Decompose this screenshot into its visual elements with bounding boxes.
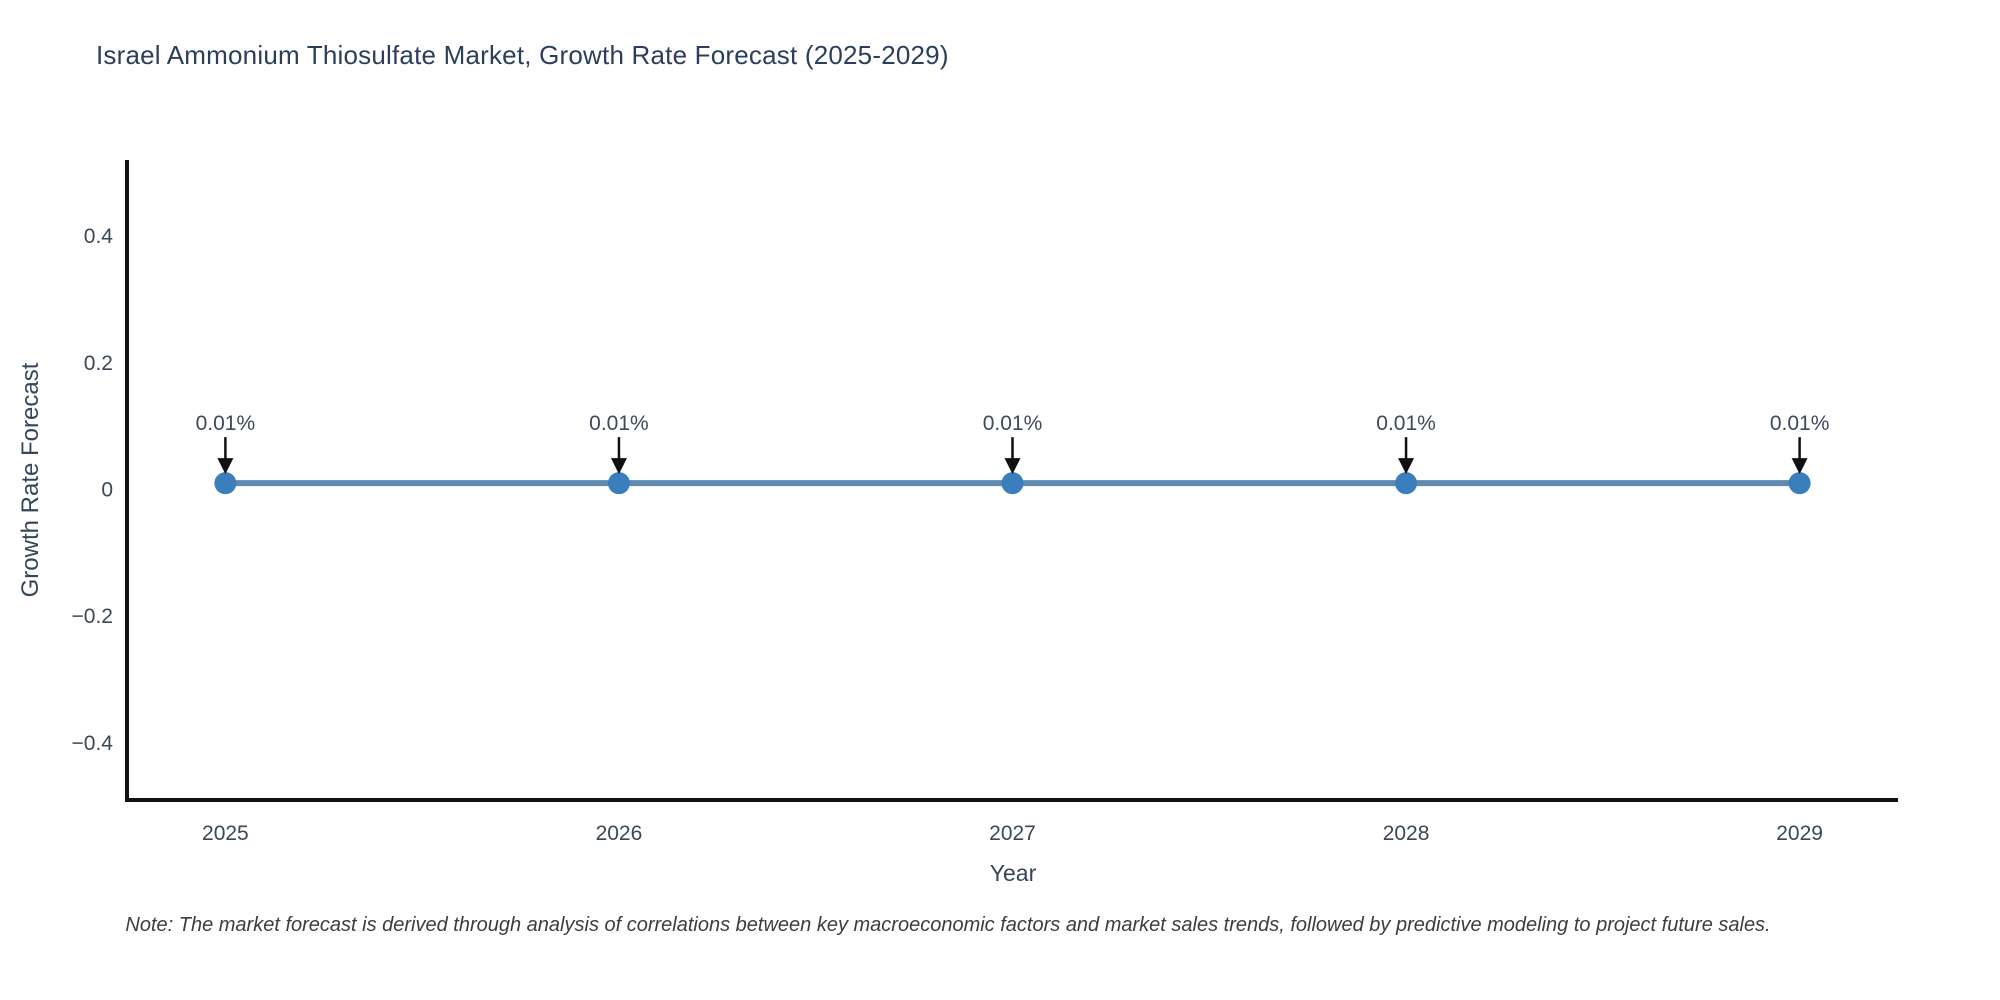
annotation-label: 0.01% bbox=[1376, 412, 1436, 435]
annotation-arrowhead-icon bbox=[1004, 458, 1021, 475]
x-tick-label: 2027 bbox=[989, 822, 1036, 845]
x-tick-label: 2028 bbox=[1383, 822, 1430, 845]
y-tick-label: −0.4 bbox=[72, 732, 114, 755]
x-tick-label: 2029 bbox=[1776, 822, 1823, 845]
x-axis-title: Year bbox=[989, 860, 1037, 886]
y-tick-label: 0.4 bbox=[84, 225, 114, 248]
data-point-marker bbox=[214, 472, 237, 495]
annotation-arrowhead-icon bbox=[217, 458, 234, 475]
y-tick-label: 0 bbox=[101, 479, 113, 502]
chart-footnote: Note: The market forecast is derived thr… bbox=[125, 914, 1771, 936]
data-point-marker bbox=[1001, 472, 1024, 495]
x-tick-label: 2025 bbox=[202, 822, 249, 845]
data-point-marker bbox=[1788, 472, 1811, 495]
chart-title: Israel Ammonium Thiosulfate Market, Grow… bbox=[96, 40, 949, 70]
x-tick-label: 2026 bbox=[596, 822, 643, 845]
y-tick-label: −0.2 bbox=[72, 605, 113, 628]
annotation-label: 0.01% bbox=[983, 412, 1043, 435]
annotation-arrowhead-icon bbox=[610, 458, 627, 475]
data-point-marker bbox=[607, 472, 630, 495]
data-point-marker bbox=[1395, 472, 1418, 495]
annotation-arrowhead-icon bbox=[1791, 458, 1808, 475]
y-tick-label: 0.2 bbox=[84, 352, 113, 375]
annotation-label: 0.01% bbox=[589, 412, 649, 435]
annotation-arrowhead-icon bbox=[1398, 458, 1415, 475]
annotation-label: 0.01% bbox=[196, 412, 256, 435]
annotation-label: 0.01% bbox=[1770, 412, 1830, 435]
